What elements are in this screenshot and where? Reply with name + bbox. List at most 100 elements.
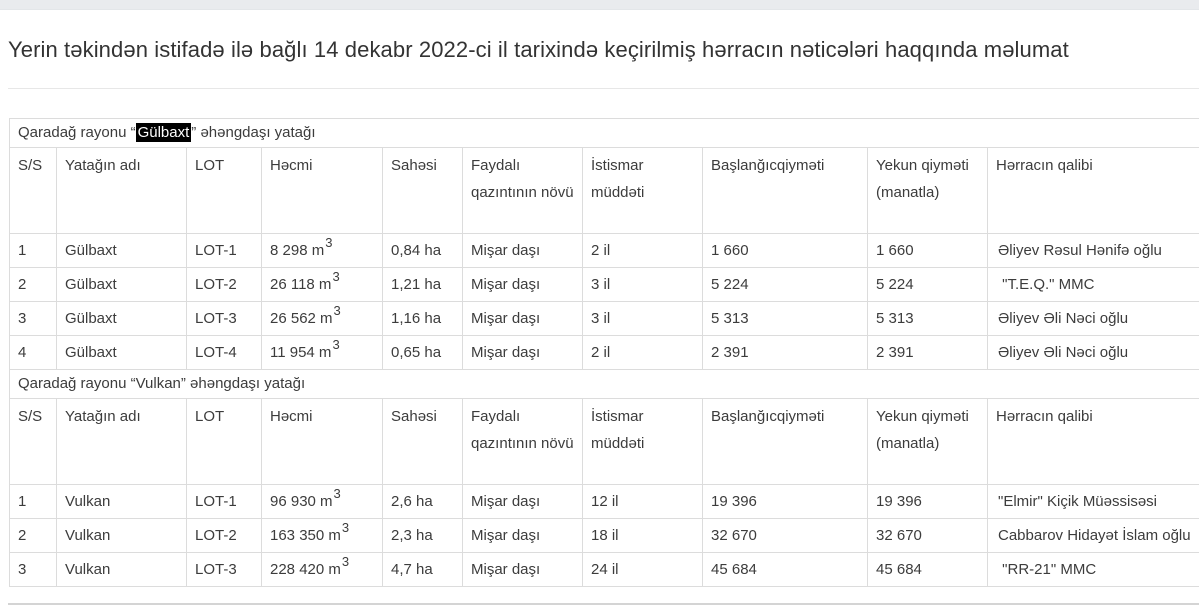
cell-mineral: Mişar daşı (462, 552, 583, 587)
cell-winner: Əliyev Rəsul Hənifə oğlu (986, 233, 1199, 268)
table-row: 2 Gülbaxt LOT-2 26 118 m3 1,21 ha Mişar daşı 3… (9, 267, 1199, 302)
column-header-winner: Hərracın qalibi (986, 398, 1199, 485)
column-header-area: Sahəsi (382, 147, 463, 234)
cell-volume: 26 118 m3 (261, 267, 383, 302)
cubic-exponent: 3 (332, 337, 340, 352)
cell-mineral: Mişar daşı (462, 267, 583, 302)
table-wrap: Qaradağ rayonu “Gülbaxt” əhəngdaşı yatağ… (8, 118, 1199, 587)
cell-term: 2 il (582, 233, 703, 268)
cell-area: 0,65 ha (382, 335, 463, 370)
section-caption: Qaradağ rayonu “Vulkan” əhəngdaşı yatağı (8, 369, 1199, 399)
cell-start_price: 5 224 (702, 267, 868, 302)
column-header-winner: Hərracın qalibi (986, 147, 1199, 234)
header-row: S/S Yatağın adı LOT Həcmi Sahəsi Faydalı qazı… (9, 147, 1199, 234)
cell-volume: 26 562 m3 (261, 301, 383, 336)
cell-final_price: 1 660 (867, 233, 988, 268)
caption-row: Qaradağ rayonu “Vulkan” əhəngdaşı yatağı (8, 369, 1199, 399)
table-row: 4 Gülbaxt LOT-4 11 954 m3 0,65 ha Mişar daşı 2… (9, 335, 1199, 370)
cubic-exponent: 3 (333, 303, 341, 318)
cell-term: 3 il (582, 267, 703, 302)
header-row: S/S Yatağın adı LOT Həcmi Sahəsi Faydalı qazı… (9, 398, 1199, 485)
cell-volume: 96 930 m3 (261, 484, 383, 519)
cell-start_price: 1 660 (702, 233, 868, 268)
cell-volume: 163 350 m3 (261, 518, 383, 553)
cell-start_price: 19 396 (702, 484, 868, 519)
page-title: Yerin təkindən istifadə ilə bağlı 14 dek… (8, 37, 1069, 62)
auction-table: Qaradağ rayonu “Gülbaxt” əhəngdaşı yatağ… (8, 118, 1199, 587)
cell-name: Vulkan (56, 518, 187, 553)
cell-term: 18 il (582, 518, 703, 553)
table-row: 3 Vulkan LOT-3 228 420 m3 4,7 ha Mişar daşı 24… (9, 552, 1199, 587)
cell-lot: LOT-2 (186, 267, 262, 302)
column-header-final_price: Yekun qiyməti (manatla) (867, 398, 988, 485)
cell-lot: LOT-3 (186, 301, 262, 336)
cell-final_price: 45 684 (867, 552, 988, 587)
cell-volume: 228 420 m3 (261, 552, 383, 587)
cell-area: 4,7 ha (382, 552, 463, 587)
cell-mineral: Mişar daşı (462, 301, 583, 336)
cubic-exponent: 3 (325, 235, 333, 250)
cell-winner: "RR-21" MMC (986, 552, 1199, 587)
cell-lot: LOT-1 (186, 233, 262, 268)
cell-name: Gülbaxt (56, 301, 187, 336)
cell-mineral: Mişar daşı (462, 335, 583, 370)
cell-final_price: 2 391 (867, 335, 988, 370)
cell-lot: LOT-4 (186, 335, 262, 370)
column-header-lot: LOT (186, 398, 262, 485)
cell-start_price: 2 391 (702, 335, 868, 370)
cell-area: 2,6 ha (382, 484, 463, 519)
cell-ss: 3 (9, 552, 57, 587)
cell-name: Gülbaxt (56, 267, 187, 302)
top-bar (0, 0, 1199, 10)
section-caption: Qaradağ rayonu “Gülbaxt” əhəngdaşı yatağ… (8, 118, 1199, 148)
cell-winner: Cabbarov Hidayət İslam oğlu (986, 518, 1199, 553)
cell-mineral: Mişar daşı (462, 484, 583, 519)
table-row: 2 Vulkan LOT-2 163 350 m3 2,3 ha Mişar daşı 18… (9, 518, 1199, 553)
cell-ss: 2 (9, 267, 57, 302)
cell-ss: 3 (9, 301, 57, 336)
column-header-lot: LOT (186, 147, 262, 234)
cell-lot: LOT-2 (186, 518, 262, 553)
cell-name: Gülbaxt (56, 335, 187, 370)
column-header-name: Yatağın adı (56, 398, 187, 485)
cell-start_price: 32 670 (702, 518, 868, 553)
column-header-volume: Həcmi (261, 147, 383, 234)
cell-final_price: 5 224 (867, 267, 988, 302)
cell-term: 12 il (582, 484, 703, 519)
cell-ss: 1 (9, 233, 57, 268)
column-header-term: İstismar müddəti (582, 398, 703, 485)
cell-term: 3 il (582, 301, 703, 336)
title-divider (8, 88, 1199, 89)
cell-name: Vulkan (56, 552, 187, 587)
cell-volume: 8 298 m3 (261, 233, 383, 268)
cubic-exponent: 3 (341, 554, 350, 569)
cell-term: 2 il (582, 335, 703, 370)
column-header-final_price: Yekun qiyməti (manatla) (867, 147, 988, 234)
column-header-mineral: Faydalı qazıntının növü (462, 147, 583, 234)
column-header-start_price: Başlanğıcqiyməti (702, 147, 868, 234)
table-row: 1 Vulkan LOT-1 96 930 m3 2,6 ha Mişar daşı 12 … (9, 484, 1199, 519)
cell-lot: LOT-1 (186, 484, 262, 519)
column-header-ss: S/S (9, 147, 57, 234)
table-row: 3 Gülbaxt LOT-3 26 562 m3 1,16 ha Mişar daşı 3… (9, 301, 1199, 336)
cell-ss: 2 (9, 518, 57, 553)
column-header-ss: S/S (9, 398, 57, 485)
cell-final_price: 32 670 (867, 518, 988, 553)
caption-row: Qaradağ rayonu “Gülbaxt” əhəngdaşı yatağ… (8, 118, 1199, 148)
column-header-term: İstismar müddəti (582, 147, 703, 234)
cell-area: 1,16 ha (382, 301, 463, 336)
cell-winner: "Elmir" Kiçik Müəssisəsi (986, 484, 1199, 519)
cell-mineral: Mişar daşı (462, 233, 583, 268)
auction-table-body: Qaradağ rayonu “Gülbaxt” əhəngdaşı yatağ… (8, 118, 1199, 587)
cell-final_price: 19 396 (867, 484, 988, 519)
cell-ss: 1 (9, 484, 57, 519)
cell-area: 1,21 ha (382, 267, 463, 302)
cell-mineral: Mişar daşı (462, 518, 583, 553)
cell-start_price: 45 684 (702, 552, 868, 587)
cell-ss: 4 (9, 335, 57, 370)
cell-name: Vulkan (56, 484, 187, 519)
cell-name: Gülbaxt (56, 233, 187, 268)
bottom-divider (8, 603, 1199, 605)
cell-area: 2,3 ha (382, 518, 463, 553)
cell-winner: Əliyev Əli Nəci oğlu (986, 301, 1199, 336)
